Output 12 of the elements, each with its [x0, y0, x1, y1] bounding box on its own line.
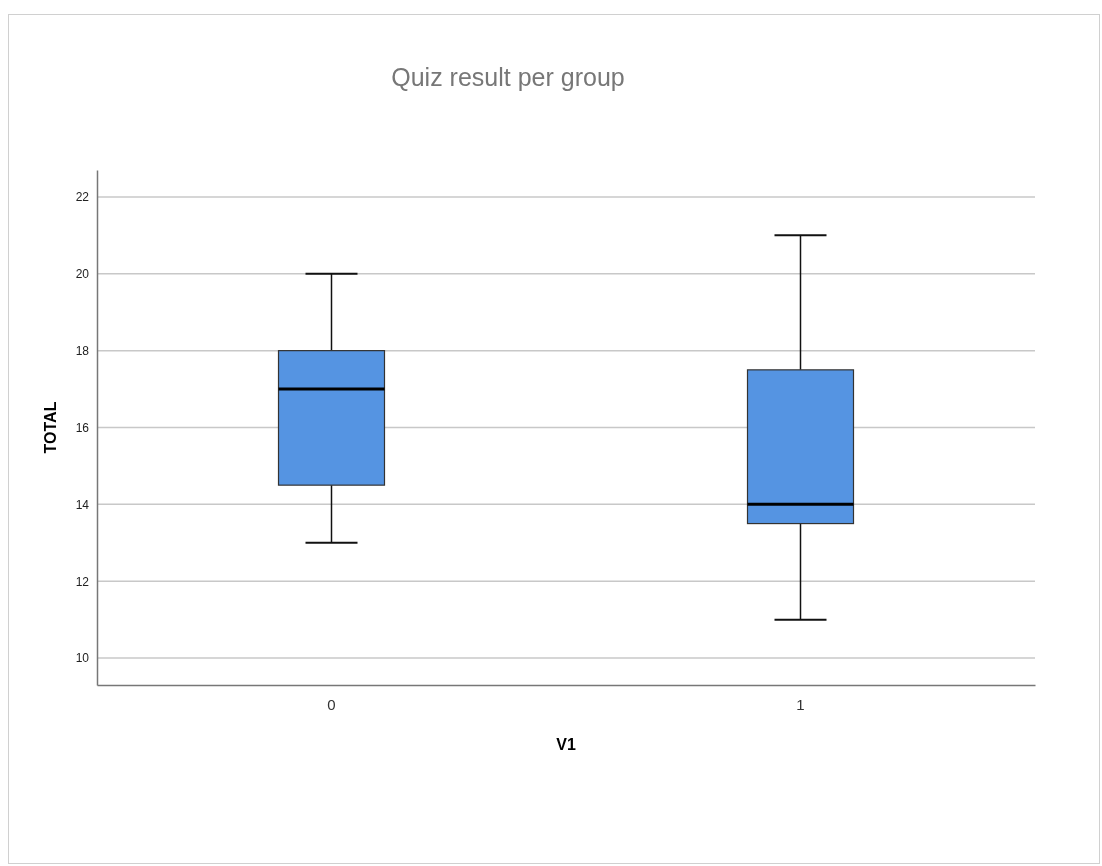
y-tick-label: 20: [75, 267, 90, 282]
chart-title: Quiz result per group: [391, 63, 625, 91]
y-axis-title: TOTAL: [42, 401, 59, 454]
y-tick-label: 12: [75, 574, 90, 589]
y-tick-label: 18: [75, 343, 90, 358]
y-tick-label: 22: [75, 190, 90, 205]
x-tick-label: 0: [327, 695, 336, 713]
x-axis-title: V1: [556, 736, 576, 753]
y-tick-label: 10: [75, 651, 90, 666]
x-tick-label: 1: [796, 695, 805, 713]
y-tick-label: 14: [75, 497, 90, 512]
y-tick-label: 16: [75, 420, 90, 435]
